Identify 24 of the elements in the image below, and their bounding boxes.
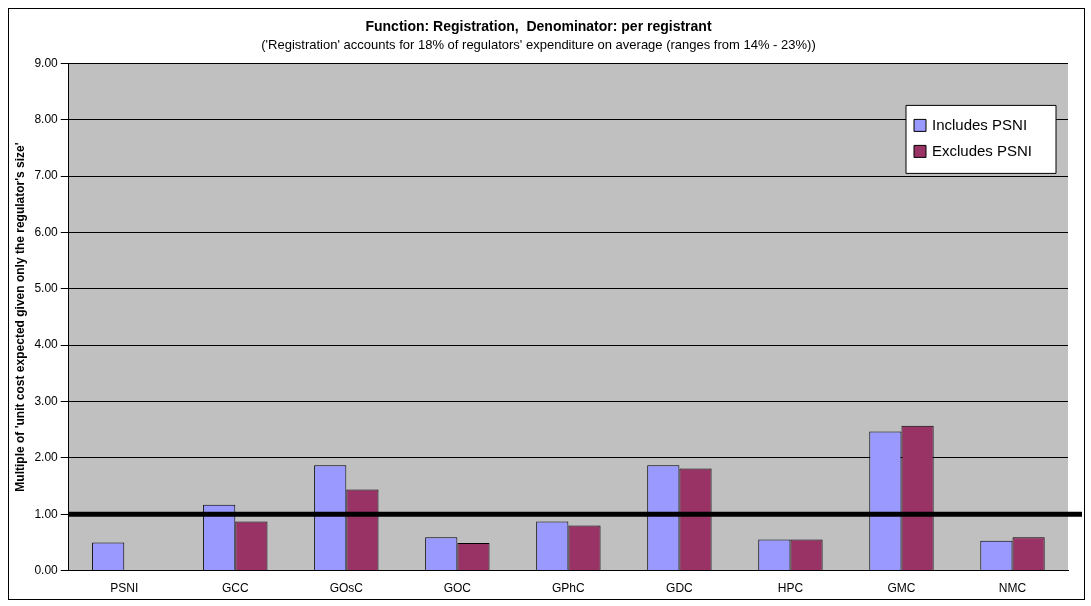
x-tick-label: NMC	[998, 581, 1027, 596]
x-tick-label: GOC	[443, 581, 472, 596]
x-tick-label: PSNI	[110, 581, 139, 596]
y-tick-label: 6.00	[34, 224, 59, 239]
x-tick-label: GMC	[887, 581, 916, 596]
x-tick-label: GCC	[221, 581, 249, 596]
x-tick-label: HPC	[777, 581, 804, 596]
y-axis-title: Multiple of 'unit cost expected given only the regulator's size'	[12, 142, 27, 492]
y-tick-label: 1.00	[34, 506, 59, 521]
y-tick-label: 7.00	[34, 168, 59, 183]
x-tick-label: GOsC	[329, 581, 364, 596]
y-tick-label: 9.00	[34, 55, 59, 70]
y-tick-label: 5.00	[34, 281, 59, 296]
y-tick-label: 8.00	[34, 112, 59, 127]
y-tick-label: 0.00	[34, 562, 59, 577]
x-tick-label: GDC	[666, 581, 694, 596]
y-tick-label: 3.00	[34, 393, 59, 408]
chart-subtitle: ('Registration' accounts for 18% of regulators' expenditure on average (ranges from 14% - 23%))	[261, 37, 816, 53]
y-tick-label: 2.00	[34, 450, 59, 465]
legend-label: Excludes PSNI	[932, 141, 1033, 159]
legend-label: Includes PSNI	[932, 115, 1028, 133]
chart-title: Function: Registration, Denominator: per registrant	[365, 18, 712, 35]
x-tick-label: GPhC	[552, 581, 586, 596]
y-tick-label: 4.00	[34, 337, 59, 352]
